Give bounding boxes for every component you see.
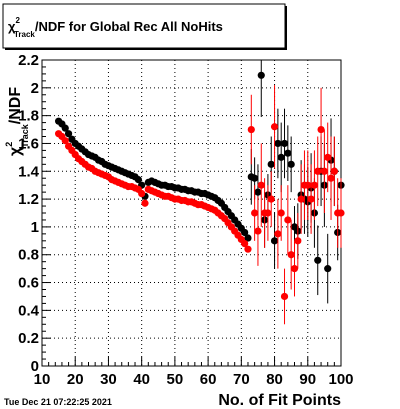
x-tick-label: 20 xyxy=(67,371,84,388)
x-tick-label: 10 xyxy=(34,371,51,388)
data-point xyxy=(310,181,319,189)
axis-ticks xyxy=(41,59,342,367)
x-tick-label: 80 xyxy=(266,371,283,388)
y-tick-label: 1.8 xyxy=(18,108,39,125)
y-tick-label: 1.2 xyxy=(18,191,39,208)
data-point xyxy=(241,228,249,237)
data-point xyxy=(141,199,149,207)
data-point xyxy=(320,167,328,175)
data-point xyxy=(247,125,255,134)
data-point xyxy=(297,195,305,203)
data-point xyxy=(134,176,142,184)
data-point xyxy=(290,265,299,273)
y-tick-label: 1 xyxy=(31,219,39,236)
chart-title: χ2 Track/NDF for Global Rec All NoHits xyxy=(8,16,223,39)
x-tick-label: 100 xyxy=(328,371,353,388)
x-tick-label: 70 xyxy=(233,371,250,388)
data-point xyxy=(241,240,249,248)
data-point xyxy=(61,137,69,145)
x-tick-label: 40 xyxy=(133,371,150,388)
data-point xyxy=(64,130,73,138)
data-point xyxy=(287,251,295,259)
series-0 xyxy=(55,60,345,304)
y-tick-label: 2.2 xyxy=(18,52,39,69)
title-rest: /NDF for Global Rec All NoHits xyxy=(35,19,223,34)
data-point xyxy=(138,189,146,198)
data-point xyxy=(254,227,262,235)
y-tick-label: 0 xyxy=(31,358,39,375)
y-tick-label: 0.2 xyxy=(18,330,39,347)
data-point xyxy=(257,71,265,79)
data-point xyxy=(330,167,338,175)
data-point xyxy=(304,181,312,189)
x-tick-labels: 10 20 30 40 50 60 70 80 90 100 xyxy=(34,371,354,388)
data-point xyxy=(324,265,332,273)
y-tick-label: 0.6 xyxy=(18,275,39,292)
x-tick-label: 30 xyxy=(100,371,117,388)
data-point xyxy=(257,181,265,189)
y-tick-label: 1.6 xyxy=(18,135,39,152)
data-point xyxy=(244,234,252,242)
x-tick-label: 60 xyxy=(200,371,217,388)
data-point xyxy=(284,216,292,224)
data-point xyxy=(270,237,279,245)
data-point xyxy=(280,139,289,148)
data-point xyxy=(270,123,279,131)
title-sub: Track xyxy=(14,30,35,39)
ylabel-rest: /NDF xyxy=(7,87,24,125)
data-point xyxy=(251,174,259,182)
y-tick-labels: 0 0.2 0.4 0.6 0.8 1 1.2 1.4 1.6 1.8 2 2.2 xyxy=(18,52,40,375)
data-point xyxy=(274,139,282,148)
title-chi: χ xyxy=(8,19,16,34)
data-marks xyxy=(55,60,345,325)
data-point xyxy=(277,153,285,161)
data-point xyxy=(317,125,325,134)
y-tick-label: 0.4 xyxy=(18,302,40,319)
x-axis-title: No. of Fit Points xyxy=(218,392,341,409)
data-point xyxy=(284,149,292,157)
data-point xyxy=(307,195,315,203)
ylabel-sub: Track xyxy=(20,123,30,148)
y-tick-label: 0.8 xyxy=(18,247,39,264)
data-point xyxy=(267,195,275,203)
data-point xyxy=(254,188,262,196)
x-tick-label: 50 xyxy=(167,371,184,388)
y-axis-title: χ2 Track/NDF xyxy=(4,87,30,156)
y-tick-label: 1.4 xyxy=(18,163,40,180)
ylabel-sup: 2 xyxy=(4,142,14,147)
data-point xyxy=(280,292,289,301)
title-sup: 2 xyxy=(15,16,20,25)
data-point xyxy=(244,245,252,253)
data-point xyxy=(264,209,272,217)
timestamp: Tue Dec 21 07:22:25 2021 xyxy=(4,397,112,407)
data-point xyxy=(277,209,285,217)
series-1 xyxy=(55,85,345,325)
data-point xyxy=(314,256,322,264)
data-point xyxy=(251,209,259,217)
data-point xyxy=(324,153,332,161)
data-point xyxy=(314,167,322,175)
ylabel-chi: χ xyxy=(7,146,24,156)
title-box-shadow-right xyxy=(285,6,287,50)
data-point xyxy=(287,160,295,168)
data-point xyxy=(294,237,302,245)
x-tick-label: 90 xyxy=(299,371,316,388)
data-point xyxy=(61,124,69,132)
y-tick-label: 2 xyxy=(31,80,39,97)
title-box-shadow-bottom xyxy=(5,48,286,50)
data-point xyxy=(267,160,275,168)
data-point xyxy=(337,209,345,217)
data-point xyxy=(274,230,282,238)
data-point xyxy=(327,174,335,182)
